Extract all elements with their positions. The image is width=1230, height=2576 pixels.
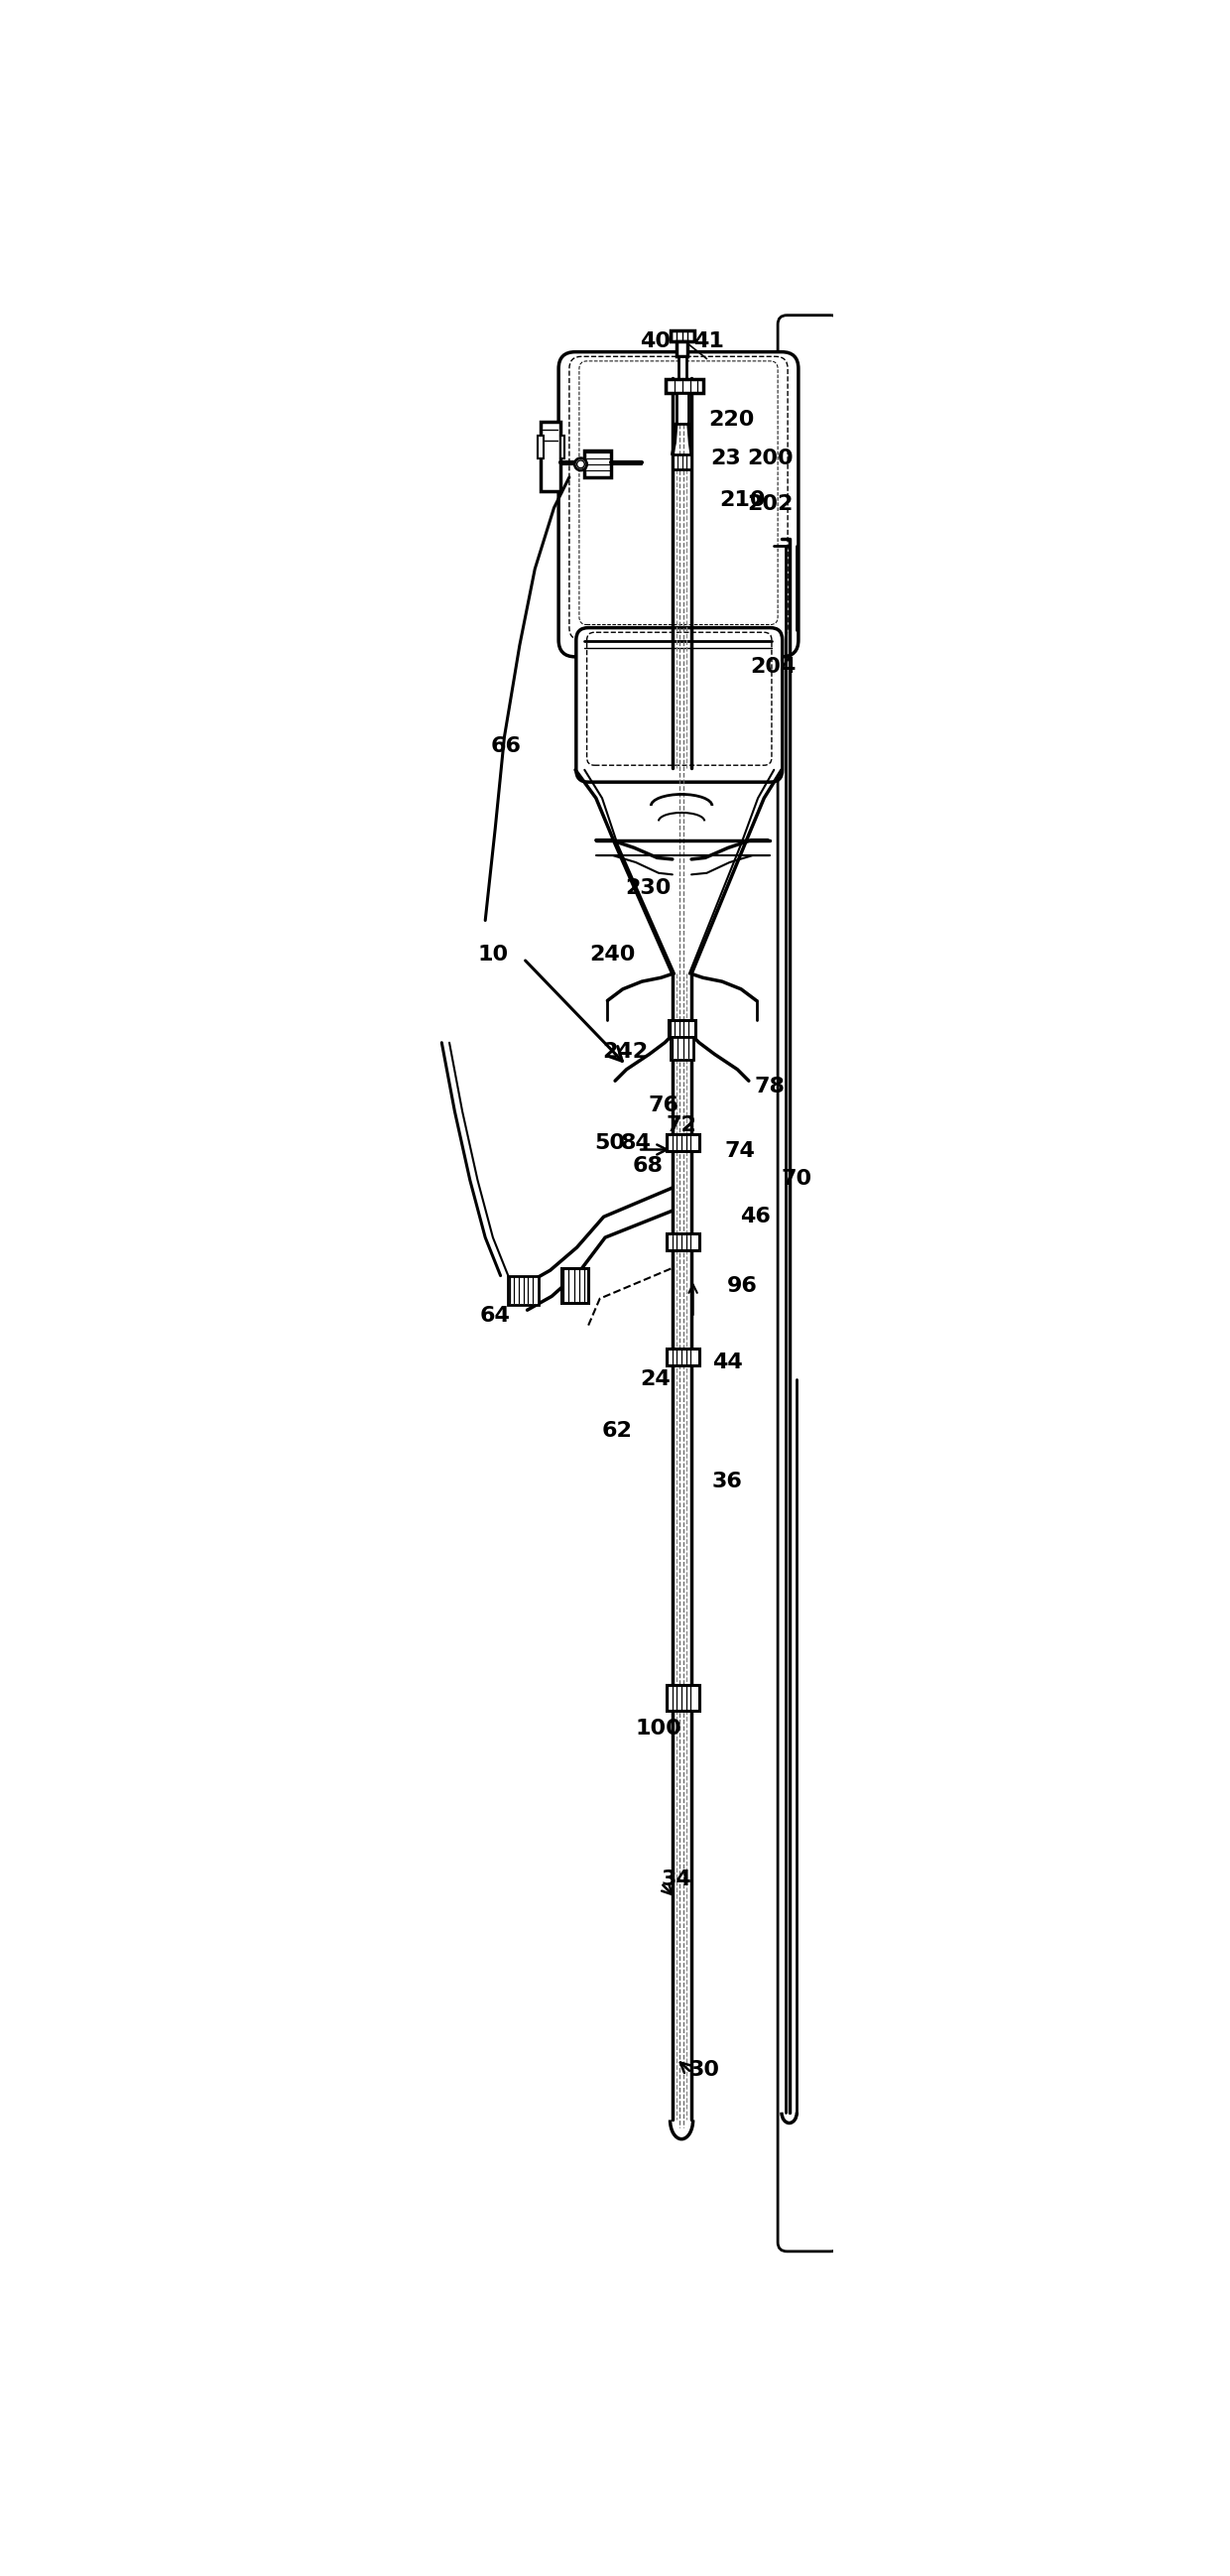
Bar [508,1275,539,1303]
Text: 200: 200 [747,448,793,469]
Bar [667,1347,699,1365]
Text: 240: 240 [590,945,636,963]
Text: 24: 24 [641,1368,670,1388]
Text: 84: 84 [620,1133,651,1154]
Text: 40: 40 [640,332,670,350]
Text: 204: 204 [750,657,796,677]
Text: 46: 46 [739,1208,770,1226]
Bar [560,435,563,459]
Text: 70: 70 [781,1170,812,1188]
Text: 76: 76 [648,1095,679,1115]
Text: 34: 34 [661,1870,691,1888]
Text: 78: 78 [755,1077,786,1097]
Circle shape [577,461,584,469]
Text: 210: 210 [720,489,766,510]
Bar [667,1133,699,1151]
Bar [538,435,544,459]
Text: 72: 72 [667,1115,697,1136]
Bar [676,394,689,422]
Text: 50: 50 [594,1133,625,1154]
FancyBboxPatch shape [558,353,798,657]
Text: 74: 74 [724,1141,755,1162]
Bar [670,1036,692,1059]
Text: 68: 68 [632,1157,663,1177]
Text: 230: 230 [625,878,670,899]
Bar [679,355,686,379]
Bar [541,422,560,492]
Bar [667,1234,699,1249]
Bar [669,1020,695,1036]
Text: 30: 30 [689,2061,720,2081]
Text: 242: 242 [603,1041,648,1061]
Text: 220: 220 [708,410,755,430]
Bar [667,1685,699,1710]
FancyBboxPatch shape [576,629,782,783]
Text: 41: 41 [694,332,724,350]
Bar [665,379,704,394]
Circle shape [574,459,587,471]
Text: 202: 202 [747,495,793,513]
Text: 36: 36 [712,1471,743,1492]
Bar [562,1267,588,1303]
Text: 44: 44 [712,1352,743,1373]
Bar [676,340,688,355]
Text: 96: 96 [727,1275,758,1296]
Text: 64: 64 [480,1306,510,1327]
Text: 10: 10 [477,945,508,963]
Text: 62: 62 [601,1422,632,1440]
Text: 66: 66 [491,737,522,757]
Text: 23: 23 [711,448,742,469]
Bar [584,451,611,477]
Text: 100: 100 [636,1718,681,1739]
FancyBboxPatch shape [777,314,840,2251]
Bar [673,453,691,469]
Bar [670,330,695,340]
